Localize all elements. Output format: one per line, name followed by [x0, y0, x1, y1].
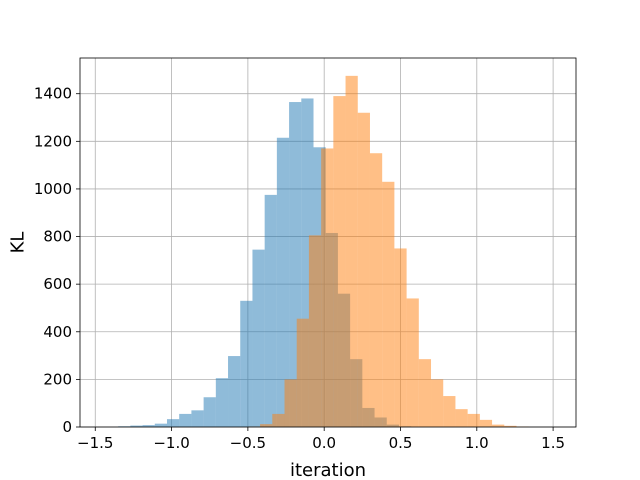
histogram-bar-series-2	[443, 396, 456, 427]
x-tick-label: 1.0	[465, 434, 489, 452]
x-tick-label: −1.5	[77, 434, 113, 452]
y-tick-label: 1000	[34, 180, 72, 198]
histogram-bar-series-2	[260, 424, 273, 427]
y-tick-label: 400	[43, 323, 72, 341]
histogram-bar-series-1	[142, 425, 155, 427]
histogram-bar-series-1	[191, 410, 204, 427]
histogram-bar-series-1	[228, 356, 241, 427]
histogram-bar-series-2	[492, 424, 505, 427]
histogram-bar-series-1	[203, 397, 216, 427]
histogram-bar-series-2	[296, 318, 309, 427]
histogram-bar-series-1	[154, 423, 167, 427]
histogram-bar-series-2	[321, 148, 334, 427]
plot-frame	[79, 57, 577, 428]
bars-layer	[118, 75, 529, 428]
y-tick-label: 800	[43, 228, 72, 246]
y-tick-label: 200	[43, 370, 72, 388]
y-tick-label: 1200	[34, 132, 72, 150]
x-tick-label: 0.0	[312, 434, 336, 452]
histogram-bar-series-2	[333, 96, 346, 427]
histogram-bar-series-2	[272, 413, 285, 427]
x-axis-label: iteration	[290, 460, 366, 480]
histogram-bar-series-1	[166, 419, 180, 427]
histogram-bar-series-2	[308, 235, 322, 427]
histogram-bar-series-2	[479, 419, 493, 427]
x-tick-label: 0.5	[389, 434, 413, 452]
histogram-bar-series-2	[382, 181, 395, 427]
x-tick-label: −1.0	[153, 434, 189, 452]
histogram-bar-series-1	[264, 194, 277, 427]
histogram-bar-series-1	[130, 425, 143, 427]
histogram-bar-series-2	[455, 409, 468, 427]
y-tick-label: 600	[43, 275, 72, 293]
histogram-bar-series-1	[252, 249, 265, 427]
x-tick-label: 1.5	[541, 434, 565, 452]
histogram-bar-series-2	[504, 425, 517, 427]
histogram-bar-series-2	[369, 153, 383, 427]
ticks-layer: −1.5 −1.0 −0.5 0.0 0.5 1.0 1.5 0 200 400 600 800 100…	[34, 85, 565, 452]
histogram-bar-series-2	[418, 359, 432, 427]
histogram-bar-series-2	[467, 413, 480, 427]
histogram-bar-series-1	[179, 413, 192, 427]
histogram-bar-series-1	[240, 300, 253, 427]
x-tick-label: −0.5	[230, 434, 266, 452]
histogram-bar-series-2	[431, 379, 444, 427]
histogram-bar-series-2	[345, 75, 358, 428]
y-tick-label: 0	[62, 418, 72, 436]
y-axis-label: KL	[8, 232, 29, 254]
histogram-bar-series-2	[406, 298, 419, 427]
histogram-bar-series-2	[357, 112, 370, 428]
histogram-bar-series-1	[215, 378, 229, 427]
y-tick-label: 1400	[34, 85, 72, 103]
histogram-bar-series-2	[284, 379, 297, 427]
histogram-bar-series-2	[394, 248, 407, 427]
histogram-bar-series-1	[276, 137, 290, 427]
